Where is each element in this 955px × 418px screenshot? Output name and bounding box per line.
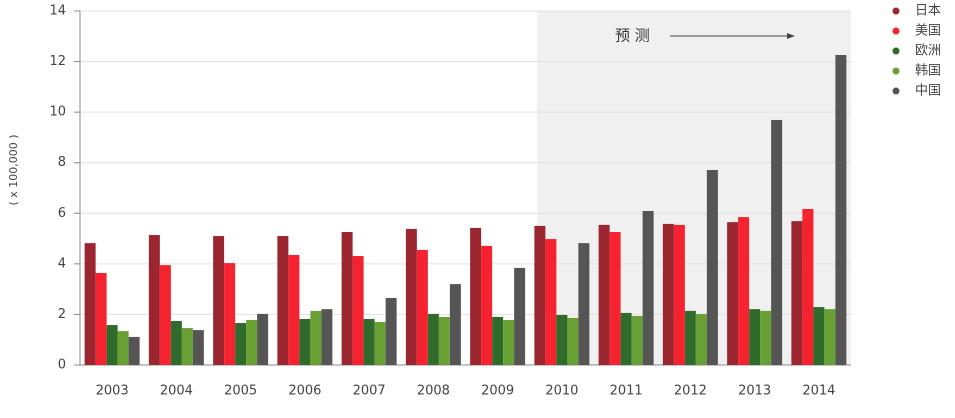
legend-label: 美国 <box>915 24 941 39</box>
y-tick-label: 12 <box>49 54 66 69</box>
bar <box>84 243 96 365</box>
bar <box>363 318 375 365</box>
bar <box>503 319 515 365</box>
legend-marker <box>892 67 900 75</box>
bar <box>771 119 783 365</box>
x-tick-label: 2007 <box>353 384 386 399</box>
bar <box>620 312 632 365</box>
legend-marker <box>892 87 900 95</box>
bar <box>385 297 397 365</box>
bar <box>684 310 696 365</box>
y-tick-label: 14 <box>49 4 66 19</box>
bar <box>405 228 417 365</box>
x-tick-label: 2008 <box>417 384 450 399</box>
bar <box>727 222 739 365</box>
bar <box>449 284 461 365</box>
legend-marker <box>892 47 900 55</box>
bar <box>631 315 643 365</box>
bar <box>246 319 258 365</box>
x-tick-label: 2012 <box>674 384 707 399</box>
legend-label: 中国 <box>915 84 941 99</box>
bar <box>662 223 674 365</box>
bar <box>738 217 750 365</box>
legend-label: 欧洲 <box>915 44 941 59</box>
bar <box>148 235 160 365</box>
bar <box>277 236 289 365</box>
bar <box>802 208 814 365</box>
bar <box>170 321 182 365</box>
bar <box>427 313 439 365</box>
bar <box>760 310 772 365</box>
bar <box>556 314 568 365</box>
bar <box>578 243 590 365</box>
bar <box>545 239 557 365</box>
bar <box>438 316 450 365</box>
bar <box>642 211 654 365</box>
bar <box>224 263 236 365</box>
bar <box>706 170 718 365</box>
bar <box>106 325 118 365</box>
bar <box>321 309 333 365</box>
bar <box>416 249 428 365</box>
y-axis-label: ( x 100,000 ) <box>7 134 20 205</box>
bar <box>673 224 685 365</box>
bar <box>609 231 621 365</box>
bar <box>288 255 300 365</box>
bar <box>567 317 579 365</box>
x-tick-label: 2009 <box>481 384 514 399</box>
legend-label: 韩国 <box>915 64 941 79</box>
bar <box>749 309 761 365</box>
bar <box>598 224 610 365</box>
arrow-head <box>787 33 795 39</box>
x-tick-label: 2011 <box>610 384 643 399</box>
x-tick-label: 2005 <box>224 384 257 399</box>
y-tick-label: 8 <box>58 155 66 170</box>
annotation: 预 测 <box>615 27 650 45</box>
y-tick-label: 4 <box>58 256 66 271</box>
x-tick-label: 2003 <box>96 384 129 399</box>
bar <box>791 221 803 365</box>
bar <box>481 245 493 365</box>
x-tick-label: 2013 <box>738 384 771 399</box>
x-tick-label: 2006 <box>288 384 321 399</box>
bar <box>374 322 386 365</box>
bar <box>514 267 526 365</box>
y-tick-label: 10 <box>49 105 66 120</box>
bar <box>824 309 836 365</box>
bar <box>159 265 171 365</box>
bar <box>257 313 269 365</box>
x-tick-label: 2004 <box>160 384 193 399</box>
x-tick-label: 2014 <box>802 384 835 399</box>
bar <box>835 54 847 366</box>
bar <box>695 313 707 365</box>
bar <box>352 256 364 365</box>
bar <box>341 231 353 365</box>
bar <box>213 236 225 365</box>
bar <box>95 272 107 365</box>
bar <box>310 310 322 365</box>
y-tick-label: 0 <box>58 358 66 373</box>
y-tick-label: 2 <box>58 307 66 322</box>
legend-marker <box>892 7 900 15</box>
bar <box>117 331 129 365</box>
bar <box>813 307 825 365</box>
bar <box>470 227 482 365</box>
bar <box>534 225 546 365</box>
bar <box>192 330 204 365</box>
bar <box>181 328 193 365</box>
bar <box>235 323 247 365</box>
bar <box>128 336 140 365</box>
bar <box>492 316 504 365</box>
bar <box>299 318 311 365</box>
y-tick-label: 6 <box>58 206 66 221</box>
legend-marker <box>892 27 900 35</box>
legend-label: 日本 <box>915 4 941 19</box>
x-tick-label: 2010 <box>545 384 578 399</box>
